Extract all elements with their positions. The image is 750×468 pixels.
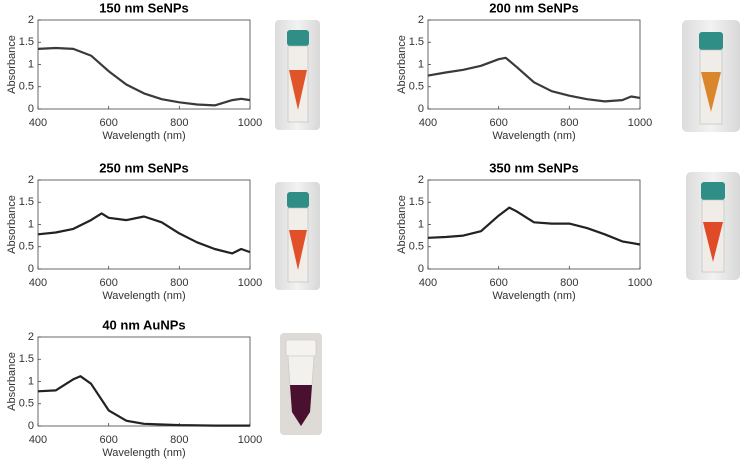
x-axis-label: Wavelength (nm) — [102, 130, 185, 142]
x-axis-label: Wavelength (nm) — [492, 130, 575, 142]
x-tick-label: 400 — [29, 277, 47, 289]
y-axis-label: Absorbance — [396, 35, 408, 94]
x-tick-label: 600 — [99, 434, 117, 446]
spectrum-line — [37, 46, 251, 107]
x-tick-label: 600 — [99, 117, 117, 129]
spectrum-line — [37, 375, 250, 427]
y-tick-label: 0 — [28, 263, 34, 275]
y-tick-label: 1.5 — [19, 36, 34, 48]
x-tick-label: 600 — [489, 117, 507, 129]
plot-frame — [427, 179, 641, 270]
y-tick-label: 1.5 — [409, 196, 424, 208]
x-tick-label: 800 — [170, 117, 188, 129]
x-tick-label: 1000 — [238, 277, 262, 289]
y-tick-label: 2 — [28, 14, 34, 26]
x-tick-label: 400 — [29, 117, 47, 129]
chart-title: 40 nm AuNPs — [102, 317, 185, 332]
x-tick-label: 800 — [170, 434, 188, 446]
x-tick-label: 600 — [99, 277, 117, 289]
y-tick-label: 0.5 — [409, 81, 424, 93]
y-tick-label: 0.5 — [19, 81, 34, 93]
plot-frame — [37, 179, 251, 270]
y-tick-label: 2 — [418, 174, 424, 186]
x-tick-label: 800 — [560, 117, 578, 129]
x-tick-label: 400 — [29, 434, 47, 446]
y-tick-label: 1 — [28, 375, 34, 387]
x-axis-label: Wavelength (nm) — [492, 290, 575, 302]
plot-frame — [427, 19, 641, 110]
spectrum-line — [427, 206, 641, 246]
chart-title: 250 nm SeNPs — [99, 160, 189, 175]
y-tick-label: 0 — [28, 420, 34, 432]
y-tick-label: 0.5 — [19, 398, 34, 410]
x-tick-label: 400 — [419, 117, 437, 129]
y-tick-label: 2 — [418, 14, 424, 26]
y-axis-label: Absorbance — [6, 352, 18, 411]
y-tick-label: 1 — [28, 58, 34, 70]
x-tick-label: 1000 — [238, 434, 262, 446]
vial-photo — [686, 172, 740, 280]
spectrum-line — [427, 56, 641, 103]
y-tick-label: 1 — [418, 218, 424, 230]
y-axis-label: Absorbance — [396, 195, 408, 254]
y-axis-label: Absorbance — [6, 35, 18, 94]
x-tick-label: 400 — [419, 277, 437, 289]
chart-title: 350 nm SeNPs — [489, 160, 579, 175]
x-tick-label: 1000 — [628, 277, 652, 289]
vial-photo — [275, 182, 320, 290]
vial-photo — [682, 20, 740, 132]
y-tick-label: 0 — [418, 103, 424, 115]
y-tick-label: 2 — [28, 331, 34, 343]
y-tick-label: 1.5 — [19, 196, 34, 208]
y-tick-label: 2 — [28, 174, 34, 186]
x-axis-label: Wavelength (nm) — [102, 290, 185, 302]
x-tick-label: 600 — [489, 277, 507, 289]
y-tick-label: 0 — [418, 263, 424, 275]
spectrum-line — [37, 212, 251, 255]
plot-frame — [37, 19, 251, 110]
x-tick-label: 800 — [170, 277, 188, 289]
y-tick-label: 1 — [28, 218, 34, 230]
y-tick-label: 0.5 — [409, 241, 424, 253]
chart-title: 200 nm SeNPs — [489, 0, 579, 15]
tube-photo — [280, 333, 322, 435]
x-tick-label: 800 — [560, 277, 578, 289]
y-tick-label: 0.5 — [19, 241, 34, 253]
chart-title: 150 nm SeNPs — [99, 0, 189, 15]
y-axis-label: Absorbance — [6, 195, 18, 254]
y-tick-label: 1 — [418, 58, 424, 70]
y-tick-label: 1.5 — [409, 36, 424, 48]
y-tick-label: 0 — [28, 103, 34, 115]
y-tick-label: 1.5 — [19, 353, 34, 365]
x-axis-label: Wavelength (nm) — [102, 447, 185, 459]
x-tick-label: 1000 — [238, 117, 262, 129]
x-tick-label: 1000 — [628, 117, 652, 129]
vial-photo — [275, 20, 320, 130]
